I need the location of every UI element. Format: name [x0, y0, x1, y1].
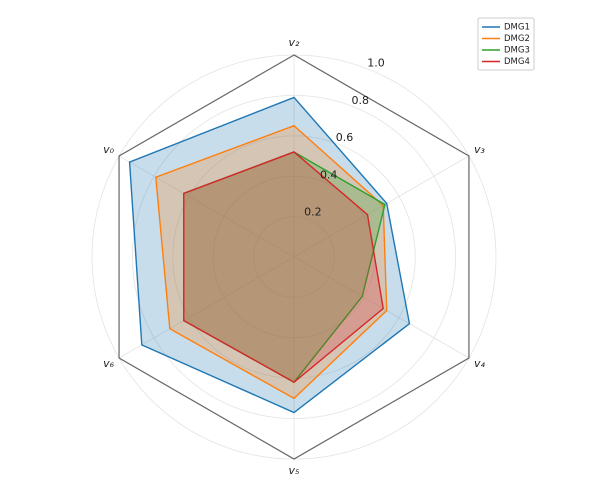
legend-label: DMG4	[504, 57, 530, 67]
axis-label: v₃	[474, 143, 486, 156]
series-area	[155, 125, 387, 399]
axis-label: v₅	[289, 464, 300, 477]
series-line	[128, 96, 411, 414]
frame	[118, 54, 470, 460]
r-tick-label: 0.6	[336, 131, 354, 144]
axis-label: v₀	[103, 143, 115, 156]
r-tick-label: 0.2	[304, 205, 322, 218]
axis-label: v₄	[474, 357, 486, 370]
legend-label: DMG1	[504, 23, 530, 33]
series-area	[183, 151, 384, 383]
legend-label: DMG3	[504, 46, 530, 56]
series-area	[183, 151, 385, 383]
r-tick-label: 1.0	[367, 57, 385, 70]
series-line	[183, 151, 384, 384]
axis-label: v₆	[103, 357, 115, 370]
spoke	[118, 155, 295, 258]
series-area	[129, 97, 410, 413]
r-tick-label: 0.8	[352, 94, 370, 107]
spoke	[118, 256, 295, 359]
spoke	[293, 155, 470, 258]
spoke	[293, 256, 470, 359]
r-tick-label: 0.4	[320, 168, 338, 181]
legend-box	[477, 17, 535, 71]
legend-label: DMG2	[504, 34, 530, 44]
axis-label: v₂	[289, 36, 301, 49]
series-line	[155, 124, 388, 400]
